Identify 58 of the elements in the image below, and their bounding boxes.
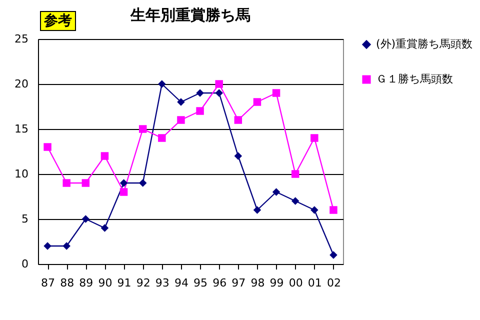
- legend-label: Ｇ１勝ち馬頭数: [376, 72, 453, 86]
- point: [100, 224, 109, 232]
- point: [272, 89, 280, 97]
- x-tick-label: 89: [79, 276, 94, 290]
- x-tick-label: 99: [270, 276, 284, 290]
- point: [82, 179, 90, 187]
- x-tick-label: 90: [98, 276, 112, 290]
- point: [215, 80, 223, 88]
- x-tick-label: 92: [136, 276, 150, 290]
- point: [177, 116, 185, 124]
- point: [253, 98, 262, 106]
- point: [272, 188, 280, 196]
- point: [62, 242, 70, 250]
- point: [196, 107, 204, 115]
- y-tick-label: 25: [14, 32, 28, 46]
- y-tick-label: 5: [22, 212, 28, 226]
- point: [138, 125, 147, 133]
- legend-label: (外)重賞勝ち馬頭数: [376, 38, 473, 50]
- x-tick-label: 98: [250, 276, 265, 290]
- y-tick-label: 15: [14, 122, 28, 136]
- point: [44, 143, 52, 151]
- y-tick-label: 0: [22, 258, 28, 270]
- x-tick-label: 96: [212, 276, 227, 290]
- x-tick-label: 91: [117, 276, 132, 290]
- point: [330, 206, 338, 214]
- point: [44, 242, 52, 250]
- point: [120, 188, 128, 196]
- x-tick-label: 01: [308, 276, 322, 290]
- point: [120, 179, 128, 187]
- point: [234, 116, 242, 124]
- text: 参考: [40, 11, 76, 31]
- point: [158, 134, 166, 142]
- point: [138, 179, 147, 187]
- x-tick-label: 88: [60, 276, 74, 290]
- point: [291, 197, 300, 205]
- x-tick-label: 94: [174, 276, 188, 290]
- x-tick-label: 87: [41, 276, 56, 290]
- x-tick-label: 93: [155, 276, 170, 290]
- point: [158, 80, 166, 88]
- point: [253, 206, 262, 214]
- x-tick-label: 95: [194, 276, 208, 290]
- x-tick-label: 97: [232, 276, 246, 290]
- y-tick-label: 10: [14, 168, 28, 180]
- point: [310, 134, 318, 142]
- chart-title: 生年別重賞勝ち馬: [130, 6, 250, 24]
- point: [310, 206, 318, 214]
- point: [234, 152, 242, 160]
- point: [62, 179, 70, 187]
- y-tick-label: 20: [14, 78, 28, 90]
- x-tick-label: 00: [288, 276, 303, 290]
- point: [215, 89, 223, 97]
- x-tick-label: 02: [326, 276, 341, 290]
- point: [100, 152, 109, 160]
- point: [291, 170, 300, 178]
- point: [82, 215, 90, 223]
- point: [196, 89, 204, 97]
- point: [177, 98, 185, 106]
- point: [330, 251, 338, 259]
